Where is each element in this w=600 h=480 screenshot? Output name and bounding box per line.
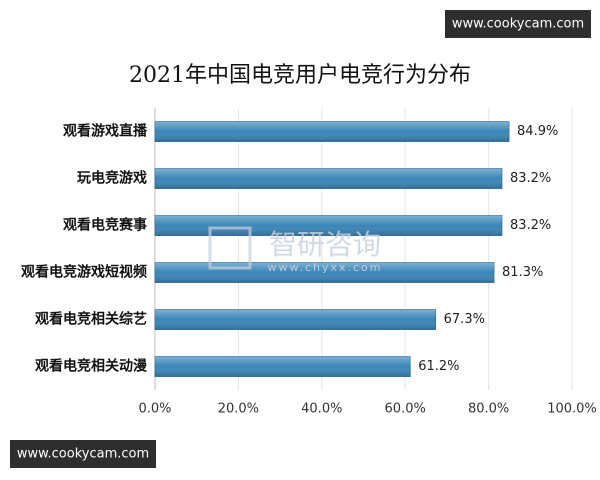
value-label: 84.9%	[517, 124, 558, 139]
watermark: 智研咨询	[269, 228, 381, 261]
x-tick-label: 40.0%	[301, 402, 342, 417]
bar-shade	[155, 215, 502, 236]
value-label: 61.2%	[418, 359, 459, 374]
watermark: www.cookycam.com	[17, 447, 149, 462]
x-tick-label: 20.0%	[218, 402, 259, 417]
y-tick-label: 观看电竞赛事	[63, 217, 147, 234]
watermark-box	[10, 440, 156, 468]
bar-shade	[155, 356, 411, 377]
y-tick-label: 观看电竞游戏短视频	[21, 264, 147, 281]
bar-shade	[155, 309, 436, 330]
y-tick-label: 观看电竞相关综艺	[35, 311, 147, 328]
y-tick-label: 玩电竞游戏	[77, 170, 147, 187]
value-label: 67.3%	[444, 312, 485, 327]
watermark-box	[445, 10, 591, 38]
watermark-logo	[208, 226, 252, 270]
x-tick-label: 100.0%	[547, 402, 597, 417]
value-label: 83.2%	[510, 218, 551, 233]
bar-shade	[155, 168, 502, 189]
watermark: www.cookycam.com	[452, 17, 584, 32]
x-tick-label: 60.0%	[385, 402, 426, 417]
value-label: 81.3%	[502, 265, 543, 280]
x-tick-label: 80.0%	[468, 402, 509, 417]
grid	[154, 108, 573, 390]
y-tick-label: 观看电竞相关动漫	[35, 358, 148, 375]
value-label: 83.2%	[510, 171, 551, 186]
watermark: www.chyxx.com	[267, 261, 382, 274]
chart-title: 2021年中国电竞用户电竞行为分布	[129, 63, 471, 88]
y-tick-label: 观看游戏直播	[63, 123, 148, 140]
x-tick-label: 0.0%	[138, 402, 171, 417]
bar-shade	[155, 121, 510, 142]
